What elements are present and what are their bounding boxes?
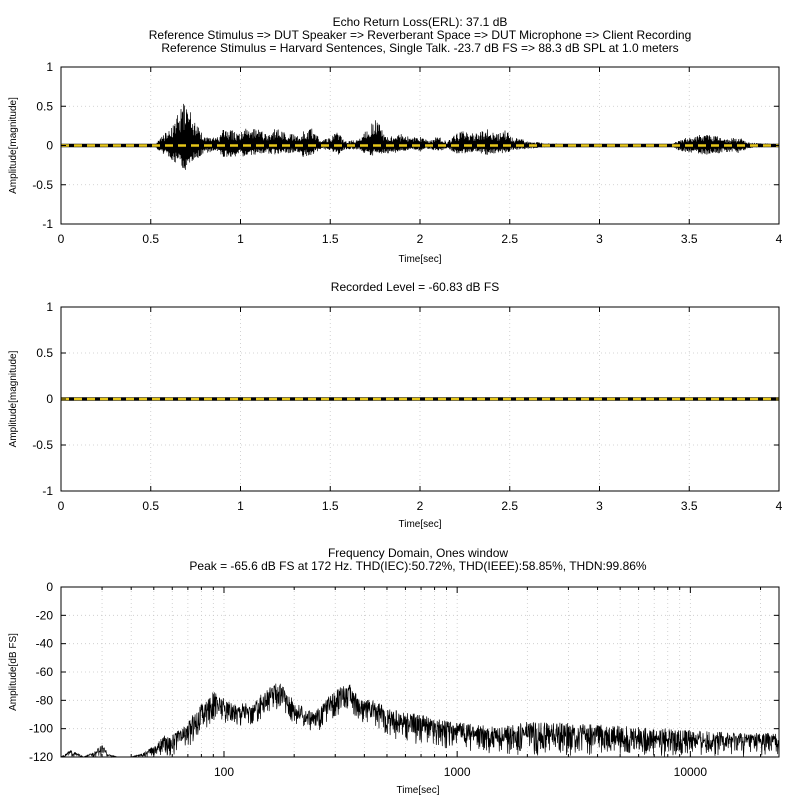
x-tick-label: 100 [214,765,234,779]
panel-frequency-domain: Frequency Domain, Ones window Peak = -65… [8,546,780,796]
recorded-level-x-axis-label: Time[sec] [399,519,442,530]
erl-title: Echo Return Loss(ERL): 37.1 dB [333,15,508,29]
y-tick-label: 0 [46,139,53,153]
x-tick-label: 0.5 [142,232,159,246]
panel-erl: Echo Return Loss(ERL): 37.1 dB Reference… [8,15,783,265]
y-tick-label: -0.5 [32,178,53,192]
x-tick-label: 2 [417,499,424,513]
x-tick-label: 1 [237,499,244,513]
erl-subtitle-stimulus: Reference Stimulus = Harvard Sentences, … [161,41,678,55]
erl-waveform [61,103,780,170]
frequency-subtitle: Peak = -65.6 dB FS at 172 Hz. THD(IEC):5… [189,559,647,573]
y-tick-label: -20 [36,608,54,622]
recorded-level-title: Recorded Level = -60.83 dB FS [331,280,499,294]
x-tick-label: 3 [596,499,603,513]
frequency-x-axis-label: Time[sec] [397,785,440,796]
erl-x-axis-label: Time[sec] [399,254,442,265]
x-tick-label: 1.5 [322,232,339,246]
x-tick-label: 0.5 [142,499,159,513]
erl-ticks: 0 0.5 1 1.5 2 2.5 3 3.5 4 1 0.5 0 -0.5 -1 [32,60,782,246]
y-tick-label: -60 [36,665,54,679]
x-tick-label: 2 [417,232,424,246]
frequency-spectrum [60,683,780,758]
x-tick-label: 3.5 [681,232,698,246]
frequency-ticks: 100 1000 10000 0 -20 -40 -60 -80 -100 -120 [29,580,779,779]
x-tick-label: 2.5 [501,499,518,513]
y-tick-label: -0.5 [32,438,53,452]
panel-recorded-level: Recorded Level = -60.83 dB FS 0 0.5 1 1.5 2 2… [8,280,783,530]
x-tick-label: 3 [596,232,603,246]
erl-subtitle-chain: Reference Stimulus => DUT Speaker => Rev… [149,28,692,42]
y-tick-label: -1 [42,217,53,231]
frequency-title: Frequency Domain, Ones window [328,546,508,560]
y-tick-label: -120 [29,750,53,764]
y-tick-label: 0.5 [36,346,53,360]
x-tick-label: 1 [237,232,244,246]
y-tick-label: -40 [36,637,54,651]
y-tick-label: -1 [42,484,53,498]
x-tick-label: 2.5 [501,232,518,246]
recorded-level-y-axis-label: Amplitude[magnitude] [8,350,19,447]
erl-y-axis-label: Amplitude[magnitude] [8,97,19,194]
x-tick-label: 0 [58,232,65,246]
y-tick-label: -80 [36,693,54,707]
frequency-y-axis-label: Amplitude[dB FS] [8,633,19,711]
x-tick-label: 1.5 [322,499,339,513]
x-tick-label: 4 [776,232,783,246]
y-tick-label: 0 [46,580,53,594]
spectrum-trace [60,683,780,758]
x-tick-label: 3.5 [681,499,698,513]
x-tick-label: 0 [58,499,65,513]
y-tick-label: -100 [29,722,53,736]
y-tick-label: 1 [46,300,53,314]
y-tick-label: 0.5 [36,99,53,113]
y-tick-label: 1 [46,60,53,74]
y-tick-label: 0 [46,392,53,406]
x-tick-label: 4 [776,499,783,513]
x-tick-label: 1000 [444,765,471,779]
x-tick-label: 10000 [674,765,708,779]
frequency-grid [60,586,779,758]
recorded-level-ticks: 0 0.5 1 1.5 2 2.5 3 3.5 4 1 0.5 0 -0.5 -1 [32,300,782,513]
